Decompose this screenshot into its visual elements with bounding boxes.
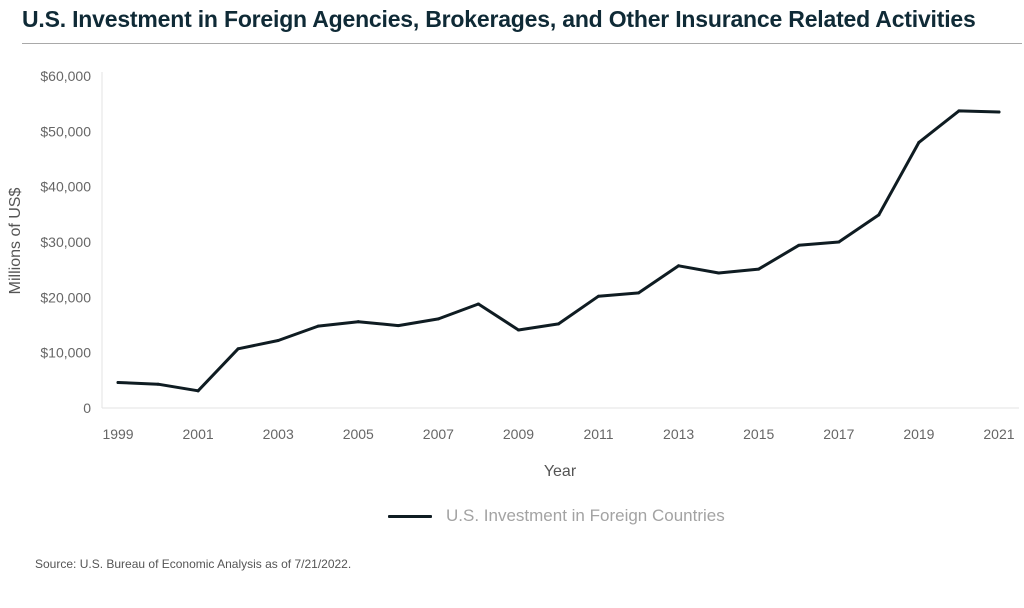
data-point bbox=[436, 317, 440, 321]
data-point bbox=[236, 347, 240, 351]
y-tick-label: $50,000 bbox=[40, 123, 91, 139]
x-tick-label: 2011 bbox=[583, 426, 613, 442]
data-point bbox=[717, 271, 721, 275]
data-point bbox=[196, 389, 200, 393]
source-note: Source: U.S. Bureau of Economic Analysis… bbox=[35, 557, 352, 571]
data-point bbox=[396, 324, 400, 328]
x-tick-label: 1999 bbox=[102, 426, 133, 442]
data-point bbox=[156, 382, 160, 386]
x-tick-label: 2019 bbox=[903, 426, 934, 442]
data-point bbox=[476, 302, 480, 306]
data-point bbox=[276, 338, 280, 342]
data-point bbox=[316, 324, 320, 328]
data-point bbox=[757, 267, 761, 271]
title-divider bbox=[22, 43, 1022, 44]
x-tick-label: 2017 bbox=[823, 426, 854, 442]
data-point bbox=[116, 381, 120, 385]
legend: U.S. Investment in Foreign Countries bbox=[388, 506, 725, 526]
data-point bbox=[597, 294, 601, 298]
y-tick-label: $20,000 bbox=[40, 289, 91, 305]
data-point bbox=[516, 328, 520, 332]
y-tick-label: $30,000 bbox=[40, 234, 91, 250]
x-tick-label: 2013 bbox=[663, 426, 694, 442]
series-line bbox=[116, 109, 1001, 393]
data-point bbox=[677, 264, 681, 268]
x-axis-title: Year bbox=[544, 463, 577, 480]
x-tick-label: 2007 bbox=[423, 426, 454, 442]
legend-line-swatch bbox=[388, 514, 432, 518]
x-tick-label: 2001 bbox=[183, 426, 214, 442]
data-point bbox=[877, 213, 881, 217]
y-axis-title: Millions of US$ bbox=[7, 188, 24, 295]
data-point bbox=[917, 140, 921, 144]
data-point bbox=[997, 110, 1001, 114]
y-tick-label: $40,000 bbox=[40, 179, 91, 195]
data-point bbox=[356, 320, 360, 324]
data-point bbox=[637, 291, 641, 295]
data-point bbox=[837, 240, 841, 244]
legend-label: U.S. Investment in Foreign Countries bbox=[446, 506, 725, 525]
data-point bbox=[797, 243, 801, 247]
y-tick-label: 0 bbox=[83, 400, 91, 416]
x-tick-label: 2015 bbox=[743, 426, 774, 442]
data-point bbox=[556, 322, 560, 326]
x-tick-label: 2009 bbox=[503, 426, 534, 442]
y-tick-label: $10,000 bbox=[40, 345, 91, 361]
chart-title: U.S. Investment in Foreign Agencies, Bro… bbox=[22, 6, 976, 32]
data-point bbox=[957, 109, 961, 113]
x-tick-label: 2003 bbox=[263, 426, 294, 442]
x-tick-label: 2021 bbox=[983, 426, 1014, 442]
y-tick-label: $60,000 bbox=[40, 68, 91, 84]
x-tick-label: 2005 bbox=[343, 426, 374, 442]
